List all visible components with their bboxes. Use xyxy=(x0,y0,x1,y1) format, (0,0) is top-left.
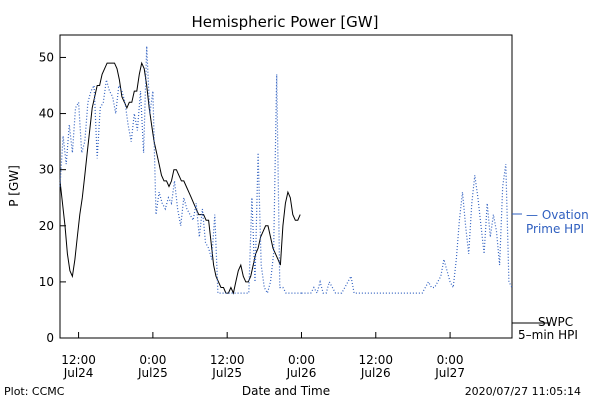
y-tick-label: 20 xyxy=(39,219,54,233)
x-tick-label-time: 0:00 xyxy=(437,353,464,367)
swpc-hpi-line-segment-0 xyxy=(59,61,301,295)
legend-swpc-line2: 5–min HPI xyxy=(518,328,578,342)
x-tick-label-date: Jul25 xyxy=(211,366,242,380)
x-tick-label-date: Jul27 xyxy=(434,366,465,380)
legend-ovation-line2: Prime HPI xyxy=(526,222,584,236)
x-tick-label-date: Jul26 xyxy=(360,366,391,380)
x-axis-label: Date and Time xyxy=(242,384,330,398)
x-tick-label-time: 12:00 xyxy=(358,353,393,367)
x-tick-label-time: 12:00 xyxy=(61,353,96,367)
legend-ovation-line1: — Ovation xyxy=(526,208,589,222)
x-tick-label-date: Jul25 xyxy=(137,366,168,380)
footer-credit: Plot: CCMC xyxy=(4,385,65,398)
y-tick-label: 40 xyxy=(39,107,54,121)
x-ticks: 12:00Jul240:00Jul2512:00Jul250:00Jul2612… xyxy=(61,332,465,380)
y-tick-label: 30 xyxy=(39,163,54,177)
ovation-hpi-line-segment-0 xyxy=(59,46,302,295)
ovation-hpi-line-segment-1 xyxy=(301,164,513,295)
y-tick-label: 10 xyxy=(39,275,54,289)
x-tick-label-time: 12:00 xyxy=(210,353,245,367)
chart-title: Hemispheric Power [GW] xyxy=(192,13,379,31)
footer-timestamp: 2020/07/27 11:05:14 xyxy=(465,385,581,398)
x-tick-label-date: Jul26 xyxy=(286,366,317,380)
x-tick-label-date: Jul24 xyxy=(63,366,94,380)
y-ticks: 0 10 20 30 40 50 xyxy=(39,50,66,345)
y-tick-label: 0 xyxy=(46,331,54,345)
x-tick-label-time: 0:00 xyxy=(288,353,315,367)
legend-swpc-line1: SWPC xyxy=(538,315,573,329)
series-group xyxy=(59,46,513,295)
x-tick-label-time: 0:00 xyxy=(139,353,166,367)
y-axis-label: P [GW] xyxy=(7,165,21,207)
y-tick-label: 50 xyxy=(39,50,54,64)
